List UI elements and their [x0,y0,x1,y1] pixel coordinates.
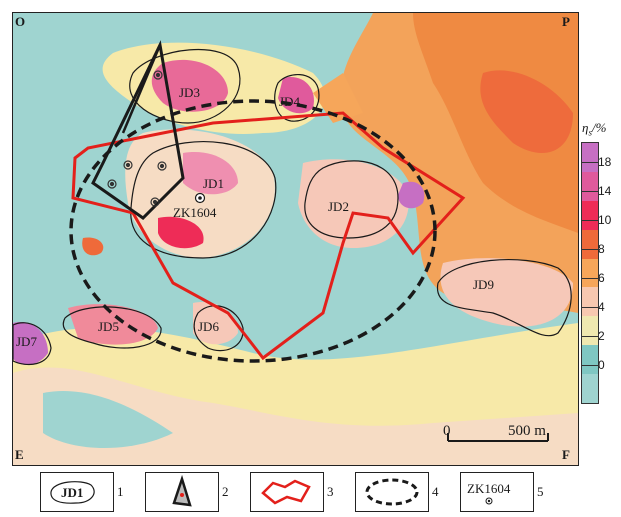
corner-label-p: P [562,14,570,29]
corner-label-e: E [15,447,24,462]
scale-end: 500 m [508,423,546,439]
label-jd2: JD2 [328,199,349,214]
legend-number-1: 1 [117,484,124,499]
label-jd7: JD7 [16,334,37,349]
legend-item-black-polygon [145,472,219,512]
label-jd6: JD6 [198,319,219,334]
label-jd3: JD3 [179,85,200,100]
colorbar-tick-label: 10 [598,213,612,228]
colorbar-tick-label: 14 [598,184,612,199]
anomaly-shading [13,13,578,465]
label-jd5: JD5 [98,319,119,334]
legend-number-5: 5 [537,484,544,499]
map-canvas: JD3 JD4 JD1 ZK1604 JD2 JD9 JD5 JD6 JD7 0… [13,13,578,465]
legend-zk-text: ZK1604 [467,481,511,496]
legend-number-4: 4 [432,484,439,499]
colorbar-tick-line [581,162,599,164]
legend-jd1-text: JD1 [61,485,83,500]
scale-start: 0 [443,423,451,439]
colorbar-tick-line [581,249,599,251]
colorbar-segment [582,258,598,288]
legend-item-dashed-ellipse [355,472,429,512]
colorbar-tick-label: 2 [598,328,605,343]
legend-item-anomaly: JD1 [40,472,114,512]
chargeability-map: JD3 JD4 JD1 ZK1604 JD2 JD9 JD5 JD6 JD7 0… [12,12,579,466]
label-jd4: JD4 [279,94,300,109]
colorbar-segment [582,229,598,259]
corner-label-f: F [562,447,570,462]
borehole-marker [194,192,206,204]
scale-bar: 0 500 m [443,423,549,442]
colorbar-segment [582,345,598,375]
legend-item-red-polygon [250,472,324,512]
colorbar-title: ηs/% [582,120,607,138]
colorbar-tick-label: 4 [598,299,605,314]
black-polygon-outline [91,40,185,220]
colorbar-tick-label: 8 [598,242,605,257]
colorbar-tick-label: 18 [598,155,612,170]
label-jd9: JD9 [473,277,494,292]
colorbar-tick-line [581,278,599,279]
colorbar-tick-label: 0 [598,357,605,372]
colorbar [581,142,599,404]
colorbar-segment [582,287,598,317]
label-zk1604: ZK1604 [173,205,217,220]
colorbar-segment [582,200,598,230]
colorbar-tick-line [581,191,599,193]
colorbar-tick-line [581,306,599,308]
legend-number-3: 3 [327,484,334,499]
colorbar-segment [582,316,598,346]
colorbar-tick-line [581,364,599,366]
legend-item-borehole: ZK1604 [460,472,534,512]
colorbar-tick-label: 6 [598,271,605,285]
colorbar-tick-line [581,220,599,222]
colorbar-tick-line [581,335,599,337]
label-jd1: JD1 [203,176,224,191]
sample-markers [107,70,167,207]
red-polygon-outline [71,111,466,361]
colorbar-segment [582,171,598,201]
legend-number-2: 2 [222,484,229,499]
corner-label-o: O [15,14,26,29]
colorbar-segment [582,143,598,172]
dashed-ellipse-outline [69,99,437,363]
colorbar-segment [582,374,598,403]
